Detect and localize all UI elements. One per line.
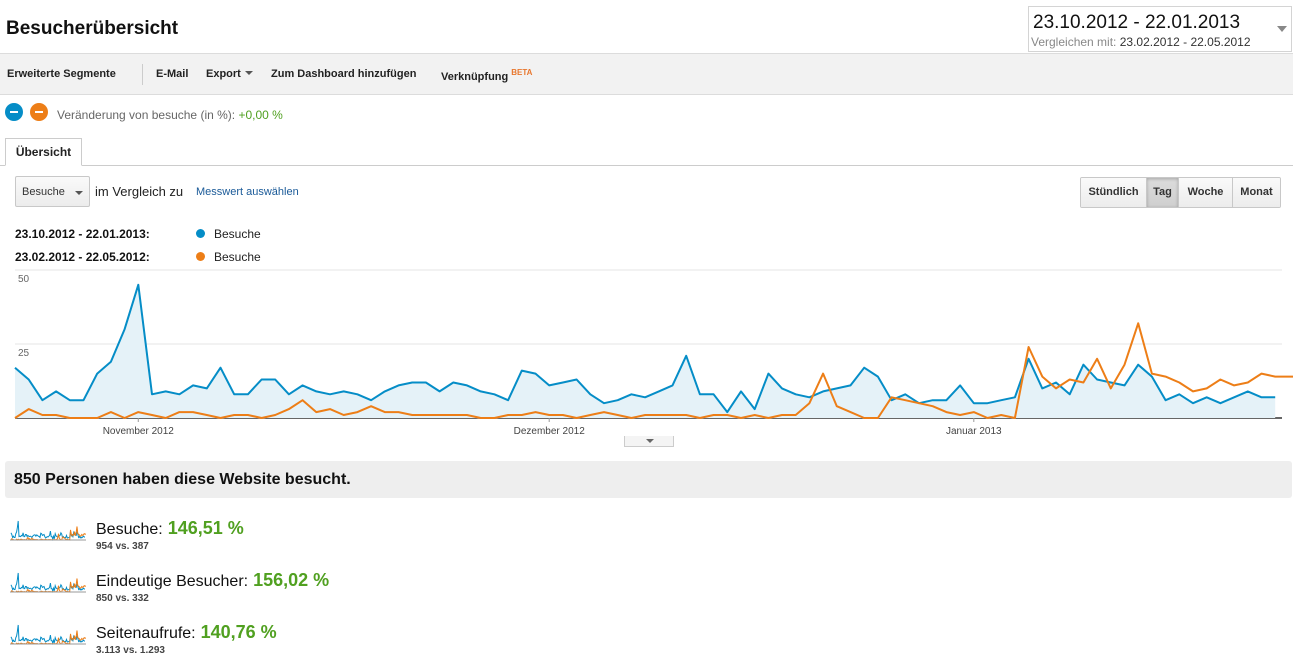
stat-unique-visitors-label: Eindeutige Besucher: 156,02 % [96,570,329,591]
email-button[interactable]: E-Mail [156,68,189,80]
x-tick-label: Dezember 2012 [514,426,586,437]
segment-previous-icon[interactable] [30,103,48,121]
page-title: Besucherübersicht [6,18,179,39]
stat-unique-visitors-pct: 156,02 % [253,570,330,590]
legend-range-previous: 23.02.2012 - 22.05.2012: [15,250,150,264]
sparkline-previous [10,630,86,645]
metric-select[interactable]: Besuche [15,176,90,207]
export-label: Export [206,68,241,80]
y-tick-label: 50 [18,274,30,285]
stat-pageviews-label: Seitenaufrufe: 140,76 % [96,622,277,643]
stat-visits-label: Besuche: 146,51 % [96,518,244,539]
sparkline-unique-visitors [10,572,86,594]
compare-text: im Vergleich zu [95,184,184,199]
granularity-day-button[interactable]: Tag [1147,178,1179,207]
legend-name-current: Besuche [214,227,261,241]
sparkline-current [10,624,85,646]
chevron-down-icon[interactable] [1277,26,1287,32]
granularity-switch: Stündlich Tag Woche Monat [1080,177,1281,208]
compare-label: Vergleichen mit: [1031,35,1117,49]
sparkline-current [10,572,85,594]
toolbar-divider [142,64,143,85]
toolbar: Erweiterte Segmente E-Mail Export Zum Da… [0,53,1293,95]
y-tick-label: 25 [18,348,30,359]
tab-overview[interactable]: Übersicht [5,138,82,166]
date-range-picker[interactable]: 23.10.2012 - 22.01.2013 Vergleichen mit:… [1028,6,1292,52]
segment-current-icon[interactable] [5,103,23,121]
sparkline-pageviews [10,624,86,646]
stat-visits: Besuche: 146,51 % 954 vs. 387 [10,518,610,558]
granularity-hourly-button[interactable]: Stündlich [1081,178,1147,207]
stat-pageviews-pct: 140,76 % [200,622,277,642]
add-to-dashboard-button[interactable]: Zum Dashboard hinzufügen [271,68,417,80]
stat-unique-visitors-sub: 850 vs. 332 [96,593,149,604]
stat-visits-name: Besuche: [96,521,163,538]
date-range: 23.10.2012 - 22.01.2013 [1033,12,1241,33]
compare-range: Vergleichen mit: 23.02.2012 - 22.05.2012 [1031,35,1251,49]
series-area-current [15,284,1276,418]
metric-select-value: Besuche [22,186,65,198]
segment-change-value: +0,00 % [238,108,283,122]
tab-strip [0,165,1293,166]
compare-range-value: 23.02.2012 - 22.05.2012 [1119,35,1251,49]
chevron-down-icon [244,71,253,75]
select-metric-link[interactable]: Messwert auswählen [196,186,299,198]
segment-change: Veränderung von besuche (in %): +0,00 % [57,108,283,122]
legend-dot-previous [196,252,205,261]
advanced-segments-button[interactable]: Erweiterte Segmente [7,68,116,80]
beta-badge: BETA [511,68,533,77]
visits-chart: 50 25 November 2012 Dezember 2012 Januar 201… [14,269,1293,437]
segment-change-label: Veränderung von besuche (in %): [57,108,236,122]
x-tick-label: November 2012 [103,426,175,437]
legend-range-current: 23.10.2012 - 22.01.2013: [15,227,150,241]
stat-visits-pct: 146,51 % [167,518,244,538]
series-line-previous [14,322,1293,419]
stat-pageviews-sub: 3.113 vs. 1.293 [96,645,165,656]
chart-collapse-handle[interactable] [624,436,674,447]
shortcut-button[interactable]: Verknüpfung BETA [441,68,532,83]
legend-name-previous: Besuche [214,250,261,264]
stat-unique-visitors-name: Eindeutige Besucher: [96,573,249,590]
granularity-month-button[interactable]: Monat [1233,178,1280,207]
granularity-week-button[interactable]: Woche [1179,178,1233,207]
export-button[interactable]: Export [206,68,253,80]
stat-unique-visitors: Eindeutige Besucher: 156,02 % 850 vs. 332 [10,570,610,610]
sparkline-visits [10,520,86,542]
shortcut-label: Verknüpfung [441,71,509,83]
summary-heading: 850 Personen haben diese Website besucht… [5,461,1292,498]
x-tick-label: Januar 2013 [946,426,1002,437]
sparkline-current [10,520,85,542]
stat-pageviews-name: Seitenaufrufe: [96,625,196,642]
series-line-current [14,283,1276,414]
stat-visits-sub: 954 vs. 387 [96,541,149,552]
sparkline-previous [10,526,86,541]
sparkline-previous [10,578,86,593]
stat-pageviews: Seitenaufrufe: 140,76 % 3.113 vs. 1.293 [10,622,610,662]
chevron-down-icon [75,191,83,195]
legend-dot-current [196,229,205,238]
